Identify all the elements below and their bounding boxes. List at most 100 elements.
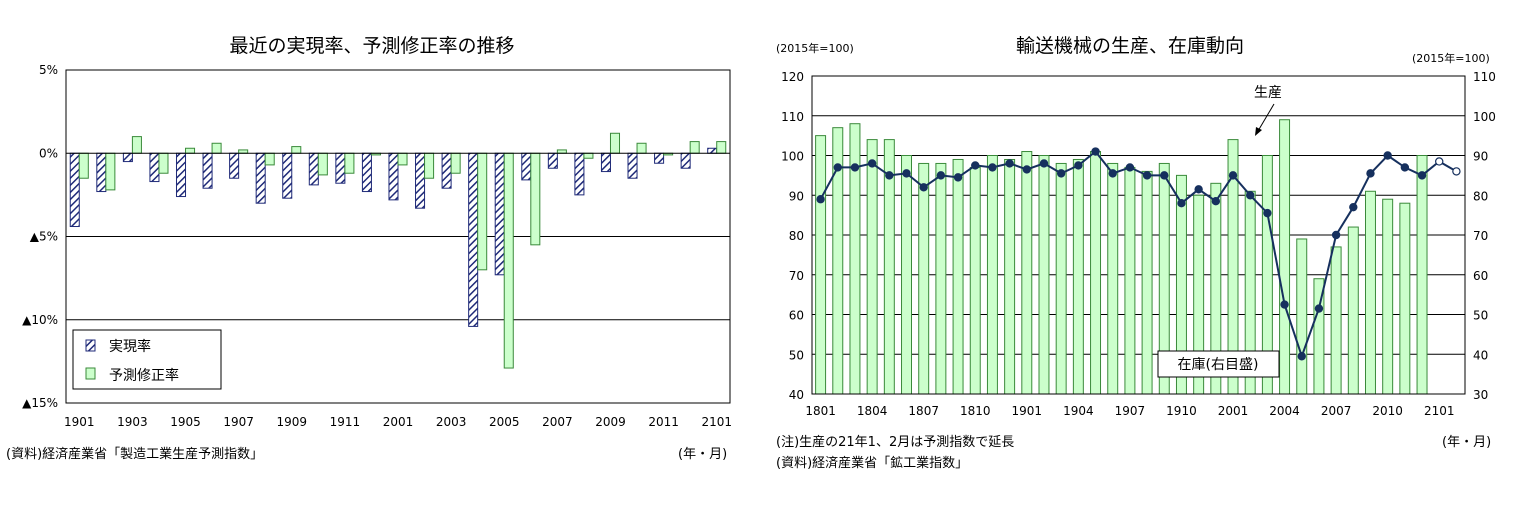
production-point <box>1417 171 1427 180</box>
left-x-tick-label: 1901 <box>64 415 95 429</box>
left-x-tick-label: 2005 <box>489 415 520 429</box>
right-left-y-tick-label: 100 <box>781 150 804 164</box>
bar-realization <box>202 152 213 189</box>
left-legend: 実現率 予測修正率 <box>72 329 222 390</box>
left-x-tick-label: 2101 <box>701 415 732 429</box>
legend-label-revision: 予測修正率 <box>109 367 179 384</box>
right-note-2: (資料)経済産業省「鉱工業指数」 <box>776 455 968 471</box>
production-point <box>1366 169 1375 178</box>
bar-revision <box>78 152 89 179</box>
bar-realization <box>335 152 346 184</box>
production-line <box>819 150 1457 360</box>
production-point <box>833 163 842 172</box>
bar-realization <box>707 147 718 154</box>
bar-realization <box>521 152 532 181</box>
production-point <box>1108 169 1117 178</box>
production-point <box>1022 165 1032 174</box>
production-point <box>816 195 825 204</box>
left-y-tick-label: ▲5% <box>30 230 58 244</box>
right-right-y-tick-label: 60 <box>1473 269 1488 283</box>
bar-realization <box>388 152 399 201</box>
bar-inventory <box>1004 158 1016 395</box>
right-x-tick-label: 2004 <box>1269 404 1300 418</box>
right-right-y-tick-label: 40 <box>1473 348 1488 362</box>
right-right-y-tick-label: 100 <box>1473 110 1496 124</box>
bar-revision <box>185 147 196 154</box>
production-points <box>816 147 1461 361</box>
bar-realization <box>574 152 585 196</box>
production-point <box>1160 171 1169 180</box>
bar-revision <box>503 152 514 369</box>
bar-inventory <box>1382 198 1394 395</box>
production-point <box>1056 169 1066 178</box>
bar-revision <box>609 132 621 154</box>
right-right-y-tick-label: 50 <box>1473 309 1488 323</box>
left-x-tick-label: 1903 <box>117 415 148 429</box>
bar-revision <box>291 146 302 154</box>
bar-inventory <box>866 139 878 395</box>
left-bars <box>69 132 727 369</box>
bar-inventory <box>1072 158 1084 395</box>
annotation-inventory: 在庫(右目盛) <box>1178 356 1259 373</box>
bar-inventory <box>901 155 912 395</box>
bar-inventory <box>986 155 998 395</box>
production-point <box>867 159 877 168</box>
production-point <box>1177 198 1186 208</box>
bar-revision <box>583 152 594 159</box>
production-point <box>885 171 894 180</box>
bar-inventory <box>1090 151 1102 395</box>
bar-inventory <box>1330 246 1342 395</box>
bar-revision <box>105 152 116 191</box>
bar-realization <box>308 152 319 186</box>
legend-swatch-revision <box>85 367 96 380</box>
left-x-tick-label: 2009 <box>595 415 626 429</box>
production-point <box>902 169 911 178</box>
production-point <box>1091 147 1100 156</box>
production-point <box>1194 185 1203 194</box>
production-point <box>953 173 963 182</box>
production-point <box>1125 163 1135 172</box>
annotation-production-arrow <box>1257 103 1275 132</box>
left-y-tick-label: 0% <box>39 146 58 160</box>
production-forecast-point <box>1452 167 1461 176</box>
right-right-y-tick-label: 90 <box>1473 150 1488 164</box>
bar-inventory <box>1107 162 1119 395</box>
production-point <box>1314 304 1324 313</box>
left-x-tick-label: 1909 <box>276 415 307 429</box>
left-gridlines <box>66 236 730 321</box>
right-left-y-tick-label: 60 <box>789 309 804 323</box>
bar-inventory <box>815 135 827 395</box>
bar-revision <box>716 141 727 154</box>
production-point <box>1039 159 1049 168</box>
left-y-tick-label: ▲10% <box>22 313 58 327</box>
right-x-tick-label: 2007 <box>1321 404 1352 418</box>
production-point <box>1349 202 1358 212</box>
bar-revision <box>344 152 355 174</box>
bar-realization <box>255 152 266 204</box>
production-point <box>971 161 980 170</box>
left-x-tick-label: 1911 <box>330 415 361 429</box>
right-right-unit: (2015年=100) <box>1412 51 1490 65</box>
bar-inventory <box>1365 190 1376 395</box>
bar-revision <box>530 152 541 246</box>
bar-revision <box>477 152 488 271</box>
bar-revision <box>317 152 328 176</box>
bar-realization <box>441 152 452 189</box>
bar-inventory <box>1399 202 1411 395</box>
right-left-y-tick-label: 70 <box>789 269 804 283</box>
right-x-tick-label: 2001 <box>1218 404 1249 418</box>
right-right-y-tick-label: 110 <box>1473 70 1496 84</box>
bar-realization <box>415 152 426 209</box>
production-point <box>1005 159 1014 168</box>
right-left-y-tick-label: 120 <box>781 70 804 84</box>
right-left-y-ticks: 40 50 60 70 80 90 100 110 120 <box>781 70 804 402</box>
right-chart-title: 輸送機械の生産、在庫動向 <box>1016 35 1244 57</box>
production-point <box>1142 171 1152 180</box>
bar-inventory <box>1141 170 1153 395</box>
bar-realization <box>627 152 638 179</box>
bar-revision <box>689 141 700 154</box>
bar-realization <box>149 152 160 183</box>
left-x-tick-label: 2007 <box>542 415 573 429</box>
left-x-tick-label: 1907 <box>223 415 254 429</box>
